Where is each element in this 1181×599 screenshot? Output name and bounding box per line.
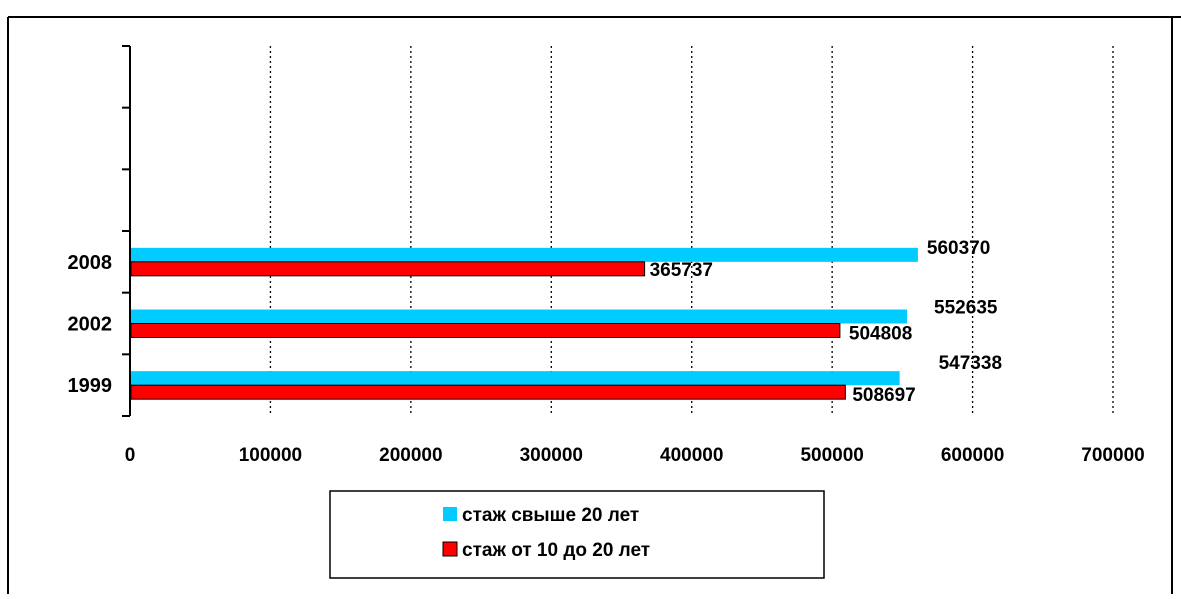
x-tick-label-400000: 400000	[660, 445, 723, 466]
bar-over20-2002	[131, 309, 908, 324]
data-label-10to20-2008: 365737	[650, 260, 713, 281]
data-label-over20-1999: 547338	[939, 353, 1002, 374]
y-category-label-1999: 1999	[68, 375, 113, 397]
data-label-over20-2002: 552635	[934, 298, 998, 319]
x-tick-label-200000: 200000	[379, 445, 442, 466]
data-label-10to20-1999: 508697	[852, 385, 915, 406]
bar-over20-2008	[131, 247, 918, 262]
legend-box	[329, 490, 825, 579]
legend-swatch-over20	[443, 507, 457, 521]
bar-10to20-2008	[130, 261, 646, 277]
data-label-over20-2008: 560370	[927, 238, 990, 259]
x-tick-label-100000: 100000	[239, 445, 302, 466]
y-category-label-2002: 2002	[68, 314, 113, 336]
legend-label-over20: стаж свыше 20 лет	[462, 505, 639, 526]
bar-10to20-2002	[130, 323, 841, 338]
y-category-label-2008: 2008	[68, 252, 113, 274]
bar-over20-1999	[131, 371, 900, 386]
x-tick-label-500000: 500000	[800, 445, 863, 466]
x-tick-label-300000: 300000	[520, 445, 583, 466]
x-tick-label-600000: 600000	[941, 445, 1004, 466]
legend-swatch-10to20	[442, 541, 458, 557]
data-label-10to20-2002: 504808	[849, 324, 912, 345]
x-tick-label-0: 0	[125, 445, 136, 466]
legend-label-10to20: стаж от 10 до 20 лет	[462, 540, 650, 561]
bar-10to20-1999	[130, 384, 846, 400]
x-tick-label-700000: 700000	[1081, 445, 1144, 466]
